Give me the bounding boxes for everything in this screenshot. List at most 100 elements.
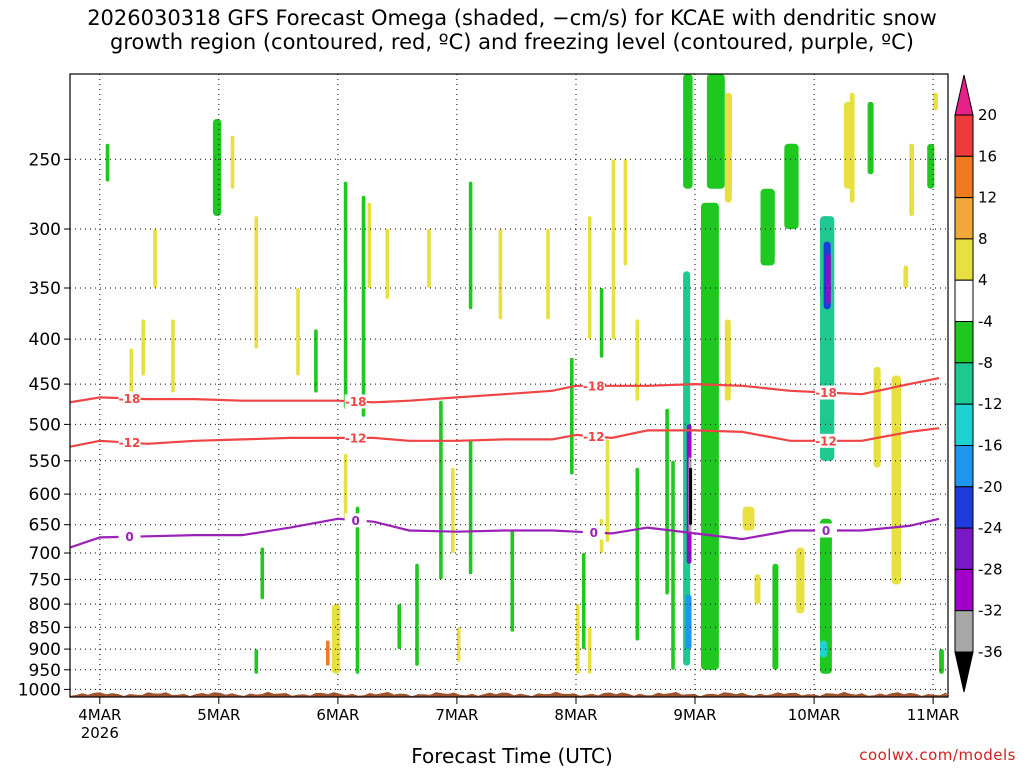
colorbar-swatch-8 xyxy=(954,403,974,447)
omega-area-0 xyxy=(105,143,110,182)
colorbar-swatch-9 xyxy=(954,445,974,488)
omega-area-44 xyxy=(671,460,675,670)
x-tick-sublabel: 2026 xyxy=(81,724,119,742)
x-tick-label: 7MAR xyxy=(435,706,478,724)
omega-area-64 xyxy=(903,265,909,288)
y-tick-label: 550 xyxy=(29,452,61,472)
plot-frame xyxy=(69,73,949,698)
colorbar-swatch-11 xyxy=(954,527,974,570)
omega-area-43 xyxy=(665,408,669,595)
x-tick-label: 11MAR xyxy=(907,706,960,724)
omega-area-25 xyxy=(456,627,461,662)
omega-area-8 xyxy=(260,547,265,600)
contour-label-bg xyxy=(582,378,605,393)
omega-area-37 xyxy=(605,439,610,542)
contour-label-bg xyxy=(582,429,605,444)
contour-label: -18 xyxy=(119,392,141,406)
x-tick-label: 6MAR xyxy=(316,706,359,724)
omega-area-50 xyxy=(724,319,731,401)
omega-area-66 xyxy=(927,143,935,189)
colorbar-label: 20 xyxy=(978,106,997,124)
omega-area-46 xyxy=(683,271,691,666)
x-tick-label: 5MAR xyxy=(197,706,240,724)
omega-area-17 xyxy=(361,195,366,417)
contour-label: -18 xyxy=(345,395,367,409)
x-tick-label: 9MAR xyxy=(673,706,716,724)
colorbar-swatch-6 xyxy=(954,321,974,364)
omega-area-42 xyxy=(635,319,640,401)
omega-core-6 xyxy=(826,253,831,304)
x-tick-label: 4MAR xyxy=(78,706,121,724)
omega-area-9 xyxy=(254,649,259,674)
colorbar-swatch-3 xyxy=(954,197,974,240)
omega-area-61 xyxy=(867,101,874,175)
contour-label: -12 xyxy=(119,436,141,450)
omega-area-29 xyxy=(510,530,515,632)
colorbar-swatch-14 xyxy=(954,651,974,693)
omega-area-67 xyxy=(933,92,938,111)
colorbar-label: 12 xyxy=(978,189,997,207)
omega-area-21 xyxy=(415,563,419,666)
omega-area-27 xyxy=(468,439,473,575)
y-tick-label: 300 xyxy=(29,220,61,240)
omega-area-7 xyxy=(254,216,259,349)
contour-label-bg xyxy=(344,430,367,445)
credit-link[interactable]: coolwx.com/models xyxy=(859,746,1016,764)
y-tick-label: 350 xyxy=(29,279,61,299)
y-tick-label: 800 xyxy=(29,595,61,615)
y-tick-label: 250 xyxy=(29,150,61,170)
contour-label: 0 xyxy=(125,530,133,544)
contour-line-0 xyxy=(70,377,940,404)
contour-label-bg xyxy=(118,391,141,406)
omega-area-35 xyxy=(587,216,592,340)
omega-area-52 xyxy=(754,574,761,605)
omega-area-53 xyxy=(760,188,775,266)
y-tick-label: 450 xyxy=(29,375,61,395)
omega-area-40 xyxy=(623,159,628,266)
omega-area-5 xyxy=(212,119,222,216)
omega-area-49 xyxy=(724,92,732,203)
y-tick-label: 700 xyxy=(29,544,61,564)
omega-area-48 xyxy=(701,202,719,670)
omega-area-51 xyxy=(742,506,755,531)
omega-core-7 xyxy=(820,640,828,658)
contour-label: -12 xyxy=(583,430,605,444)
colorbar-swatch-13 xyxy=(954,610,974,653)
omega-area-31 xyxy=(570,357,574,475)
omega-area-20 xyxy=(397,604,401,650)
colorbar-swatch-0 xyxy=(954,74,974,116)
y-tick-label: 900 xyxy=(29,640,61,660)
omega-area-18 xyxy=(367,202,372,288)
y-tick-label: 750 xyxy=(29,570,61,590)
omega-area-6 xyxy=(230,135,235,189)
omega-area-65 xyxy=(909,143,915,217)
colorbar-label: -28 xyxy=(978,560,1003,578)
colorbar-swatch-1 xyxy=(954,114,974,157)
y-tick-label: 400 xyxy=(29,330,61,350)
contour-label-bg xyxy=(118,435,141,450)
chart-title: 2026030318 GFS Forecast Omega (shaded, −… xyxy=(87,6,937,54)
omega-shading xyxy=(105,74,944,674)
x-axis-label: Forecast Time (UTC) xyxy=(411,744,613,768)
omega-area-24 xyxy=(451,467,455,553)
omega-area-62 xyxy=(873,366,881,468)
omega-area-10 xyxy=(296,288,300,376)
omega-area-34 xyxy=(587,627,592,674)
omega-area-56 xyxy=(796,547,805,614)
contour-label-bg xyxy=(582,525,605,540)
colorbar-label: -12 xyxy=(978,395,1003,413)
omega-area-1 xyxy=(129,348,134,401)
contour-line-2 xyxy=(70,517,940,549)
y-tick-label: 500 xyxy=(29,415,61,435)
contour-lines: -18 -18 -18 -18 -12 -12 -12 -12 0 0 0 0 xyxy=(70,377,940,549)
contour-label-bg xyxy=(815,385,837,400)
y-tick-label: 650 xyxy=(29,516,61,536)
contour-label: 0 xyxy=(822,524,830,538)
omega-area-19 xyxy=(385,229,390,299)
omega-area-3 xyxy=(153,229,157,288)
y-tick-label: 600 xyxy=(29,485,61,505)
omega-area-47 xyxy=(706,74,725,189)
omega-core-0 xyxy=(685,594,692,650)
contour-label: 0 xyxy=(352,514,360,528)
